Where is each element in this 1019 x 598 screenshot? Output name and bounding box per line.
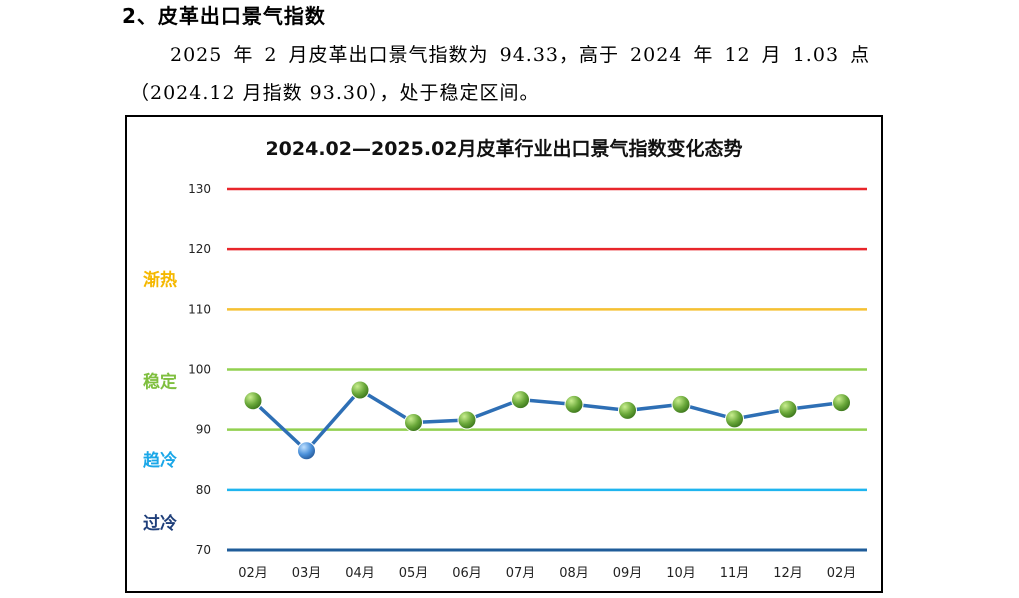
data-point (832, 393, 851, 413)
data-point (243, 391, 263, 411)
y-tick-label: 80 (196, 483, 211, 497)
data-point (511, 390, 530, 410)
data-point (618, 400, 637, 420)
paragraph-line-2: （2024.12 月指数 93.30），处于稳定区间。 (130, 82, 540, 104)
data-point (778, 399, 798, 419)
x-tick-label: 04月 (345, 566, 375, 581)
zone-label: 稳定 (143, 372, 177, 393)
x-tick-label: 02月 (238, 566, 268, 581)
data-point (350, 380, 370, 400)
y-tick-label: 120 (188, 242, 211, 256)
data-point (297, 441, 316, 461)
chart-frame: 2024.02—2025.02月皮革行业出口景气指数变化态势 70 80 90 100… (125, 115, 883, 593)
zone-label: 过冷 (143, 513, 177, 534)
chart-title: 2024.02—2025.02月皮革行业出口景气指数变化态势 (265, 137, 742, 160)
x-tick-label: 07月 (506, 566, 536, 581)
x-tick-label: 03月 (292, 566, 322, 581)
series-line (251, 388, 842, 453)
y-tick-label: 110 (188, 302, 211, 316)
y-tick-label: 100 (188, 363, 211, 377)
zone-label: 渐热 (143, 269, 177, 290)
y-tick-label: 90 (196, 423, 211, 437)
data-point (564, 394, 584, 414)
x-tick-label: 06月 (452, 566, 482, 581)
data-point (404, 412, 423, 432)
x-tick-label: 02月 (827, 566, 857, 581)
data-point (457, 410, 477, 430)
data-point (671, 394, 691, 414)
x-tick-label: 12月 (773, 566, 803, 581)
section-heading: 2、皮革出口景气指数 (122, 4, 326, 28)
paragraph-line-1: 2025 年 2 月皮革出口景气指数为 94.33，高于 2024 年 12 月… (170, 44, 871, 66)
x-tick-label: 08月 (559, 566, 589, 581)
y-tick-label: 70 (196, 543, 211, 557)
x-tick-label: 11月 (720, 566, 750, 581)
x-tick-label: 10月 (666, 566, 696, 581)
data-point (725, 409, 744, 429)
x-tick-label: 09月 (613, 566, 643, 581)
zone-label: 趋冷 (143, 450, 177, 471)
export-index-line-chart: 2024.02—2025.02月皮革行业出口景气指数变化态势 70 80 90 100… (143, 137, 867, 581)
y-tick-label: 130 (188, 182, 211, 196)
x-tick-label: 05月 (399, 566, 429, 581)
